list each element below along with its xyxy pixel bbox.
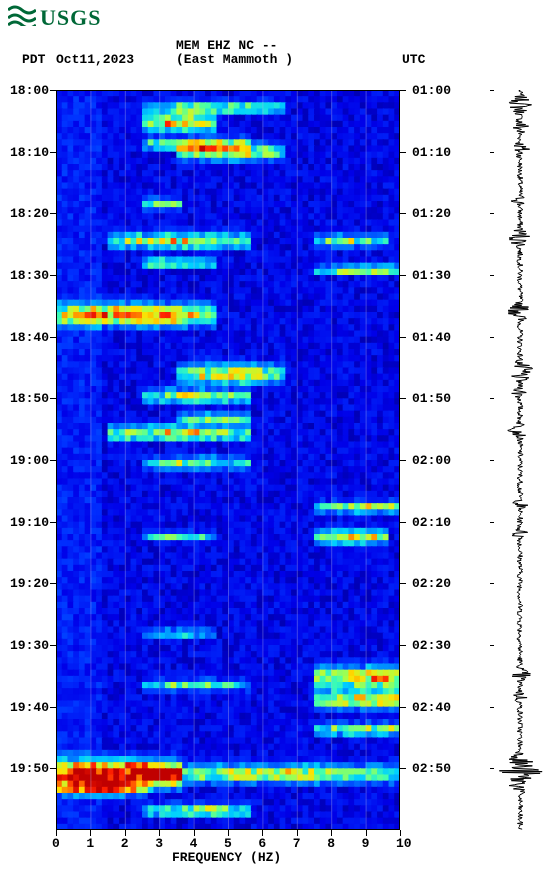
y-left-tick	[50, 768, 56, 769]
x-tick-label: 7	[293, 836, 301, 851]
waveform-tick	[490, 337, 494, 338]
y-right-tick-label: 01:40	[412, 330, 451, 345]
y-right-tick-label: 01:30	[412, 268, 451, 283]
x-tick-label: 8	[327, 836, 335, 851]
x-tick-label: 4	[190, 836, 198, 851]
y-left-tick-label: 18:50	[10, 391, 49, 406]
waveform-canvas	[494, 90, 546, 830]
y-right-tick-label: 01:20	[412, 206, 451, 221]
waveform-tick	[490, 583, 494, 584]
y-right-tick	[400, 152, 406, 153]
y-right-tick	[400, 645, 406, 646]
waveform-tick	[490, 275, 494, 276]
y-right-tick	[400, 213, 406, 214]
y-left-tick-label: 19:40	[10, 700, 49, 715]
y-right-tick-label: 01:00	[412, 83, 451, 98]
y-right-tick-label: 02:50	[412, 761, 451, 776]
y-left-tick-label: 18:10	[10, 145, 49, 160]
x-tick-label: 10	[396, 836, 412, 851]
spectrogram-axis-box	[56, 90, 400, 830]
usgs-wave-icon	[8, 4, 36, 31]
waveform-tick	[490, 707, 494, 708]
y-right-tick-label: 01:10	[412, 145, 451, 160]
left-timezone-label: PDT	[22, 52, 45, 67]
waveform-tick	[490, 90, 494, 91]
y-left-tick	[50, 460, 56, 461]
waveform-tick	[490, 768, 494, 769]
y-left-tick	[50, 275, 56, 276]
x-tick-label: 6	[258, 836, 266, 851]
right-timezone-label: UTC	[402, 52, 425, 67]
y-right-tick-label: 02:40	[412, 700, 451, 715]
waveform-tick	[490, 645, 494, 646]
date-label: Oct11,2023	[56, 52, 134, 67]
waveform-tick	[490, 398, 494, 399]
y-right-tick-label: 02:10	[412, 515, 451, 530]
page-root: { "logo_text":"USGS", "header":{ "left_t…	[0, 0, 552, 892]
y-right-tick	[400, 275, 406, 276]
x-tick-label: 9	[362, 836, 370, 851]
y-left-tick	[50, 707, 56, 708]
y-left-tick-label: 19:20	[10, 576, 49, 591]
y-left-tick	[50, 337, 56, 338]
y-right-tick	[400, 398, 406, 399]
y-left-tick-label: 19:50	[10, 761, 49, 776]
y-left-tick	[50, 583, 56, 584]
y-left-tick	[50, 213, 56, 214]
y-right-tick-label: 02:30	[412, 638, 451, 653]
y-right-tick	[400, 768, 406, 769]
y-left-tick	[50, 522, 56, 523]
waveform-tick	[490, 152, 494, 153]
waveform-tick	[490, 460, 494, 461]
y-left-tick-label: 19:30	[10, 638, 49, 653]
y-left-tick	[50, 152, 56, 153]
y-right-tick	[400, 583, 406, 584]
y-right-tick	[400, 337, 406, 338]
y-left-tick-label: 18:20	[10, 206, 49, 221]
x-axis-label: FREQUENCY (HZ)	[172, 850, 281, 865]
x-tick-label: 3	[155, 836, 163, 851]
y-right-tick	[400, 707, 406, 708]
title-line1: MEM EHZ NC --	[176, 38, 277, 53]
x-tick-label: 1	[86, 836, 94, 851]
y-left-tick-label: 19:10	[10, 515, 49, 530]
y-left-tick-label: 18:00	[10, 83, 49, 98]
y-right-tick	[400, 90, 406, 91]
y-right-tick	[400, 522, 406, 523]
x-tick-label: 5	[224, 836, 232, 851]
y-left-tick-label: 18:30	[10, 268, 49, 283]
x-tick-label: 2	[121, 836, 129, 851]
y-left-tick	[50, 645, 56, 646]
y-left-tick	[50, 90, 56, 91]
title-line2: (East Mammoth )	[176, 52, 293, 67]
usgs-logo: USGS	[8, 4, 101, 31]
waveform-tick	[490, 213, 494, 214]
y-left-tick-label: 19:00	[10, 453, 49, 468]
y-left-tick	[50, 398, 56, 399]
y-right-tick-label: 02:00	[412, 453, 451, 468]
y-left-tick-label: 18:40	[10, 330, 49, 345]
x-tick-label: 0	[52, 836, 60, 851]
waveform-tick	[490, 522, 494, 523]
y-right-tick-label: 01:50	[412, 391, 451, 406]
y-right-tick	[400, 460, 406, 461]
y-right-tick-label: 02:20	[412, 576, 451, 591]
usgs-logo-text: USGS	[40, 5, 101, 31]
